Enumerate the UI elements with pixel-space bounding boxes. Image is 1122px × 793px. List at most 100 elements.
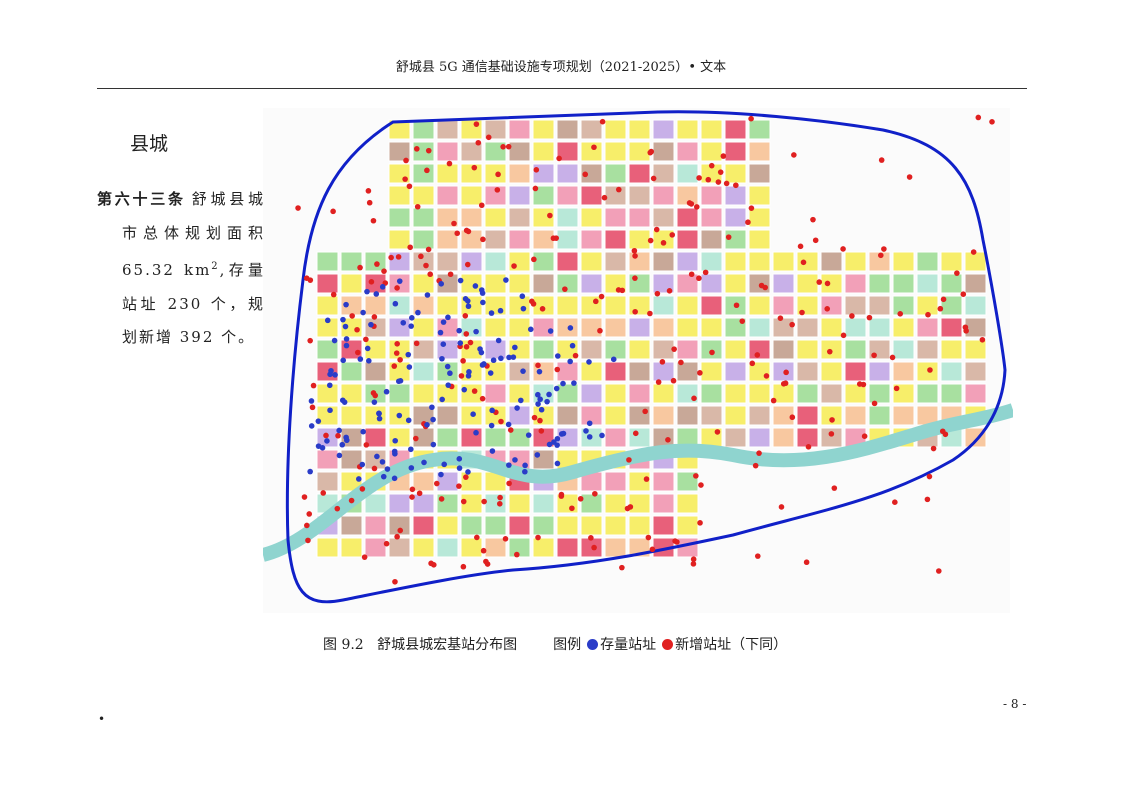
- existing-station-dot: [473, 328, 479, 335]
- existing-station-dot: [554, 442, 560, 448]
- new-station-dot: [413, 146, 420, 152]
- land-block: [508, 537, 531, 558]
- land-block: [364, 405, 387, 426]
- land-block: [748, 229, 771, 250]
- land-block: [604, 493, 627, 514]
- land-block: [508, 163, 531, 184]
- new-station-dot: [569, 505, 575, 512]
- new-station-dot: [475, 139, 482, 146]
- new-station-dot: [412, 435, 419, 442]
- land-block: [652, 119, 675, 140]
- new-station-dot: [498, 418, 504, 425]
- existing-station-dot: [342, 323, 349, 330]
- new-station-dot: [599, 118, 606, 125]
- land-block: [748, 383, 771, 404]
- existing-station-dot: [336, 427, 342, 434]
- land-block: [844, 317, 867, 338]
- new-station-dot: [307, 337, 313, 344]
- land-block: [700, 273, 723, 294]
- land-block: [580, 207, 603, 228]
- new-station-dot: [688, 201, 695, 207]
- existing-station-dot: [447, 370, 453, 377]
- existing-station-dot: [477, 346, 483, 352]
- new-station-dot: [531, 256, 537, 263]
- new-station-dot: [831, 485, 838, 491]
- new-station-dot: [871, 352, 877, 359]
- new-station-dot: [467, 339, 474, 346]
- land-block: [772, 251, 795, 272]
- land-block: [340, 537, 363, 558]
- new-station-dot: [531, 414, 538, 421]
- station-dots: [295, 114, 995, 585]
- new-station-dot: [354, 326, 360, 333]
- figure-caption-row: 图 9.2 舒城县城宏基站分布图 图例 存量站址 新增站址（下同）: [323, 634, 787, 654]
- land-block: [460, 471, 483, 492]
- new-station-dot: [478, 202, 485, 209]
- existing-station-dot: [489, 407, 495, 414]
- land-block: [436, 251, 459, 272]
- new-station-dot: [365, 188, 372, 194]
- land-block: [580, 251, 603, 272]
- new-station-dot: [458, 373, 465, 379]
- land-block: [532, 251, 555, 272]
- land-block: [340, 339, 363, 360]
- existing-station-dot: [371, 399, 378, 405]
- existing-station-dot: [522, 468, 528, 475]
- land-block: [580, 317, 603, 338]
- new-station-dot: [556, 155, 562, 162]
- land-block: [580, 339, 603, 360]
- new-station-dot: [485, 134, 492, 141]
- land-block: [772, 273, 795, 294]
- land-block: [724, 163, 747, 184]
- land-block: [964, 361, 987, 382]
- new-station-dot: [878, 157, 885, 163]
- new-station-dot: [484, 561, 491, 567]
- existing-station-dot: [547, 328, 554, 334]
- new-station-dot: [547, 212, 553, 219]
- land-block: [388, 185, 411, 206]
- land-block: [388, 229, 411, 250]
- land-block: [724, 273, 747, 294]
- land-block: [580, 163, 603, 184]
- new-station-dot: [355, 349, 361, 356]
- new-station-dot: [754, 553, 761, 559]
- land-block: [628, 339, 651, 360]
- land-block: [316, 295, 339, 316]
- land-block: [676, 339, 699, 360]
- existing-station-dot: [308, 423, 315, 429]
- existing-station-dot: [538, 406, 545, 413]
- land-block: [652, 141, 675, 162]
- land-block: [580, 185, 603, 206]
- land-block: [748, 427, 771, 448]
- land-block: [748, 119, 771, 140]
- land-block: [364, 427, 387, 448]
- new-station-dot: [310, 382, 317, 389]
- new-station-dot: [306, 511, 313, 517]
- land-block: [916, 317, 939, 338]
- land-block: [604, 251, 627, 272]
- land-block: [724, 119, 747, 140]
- existing-station-dot: [392, 450, 398, 457]
- land-block: [604, 295, 627, 316]
- existing-station-dot: [456, 456, 463, 462]
- land-block: [628, 493, 651, 514]
- land-block: [916, 273, 939, 294]
- new-station-dot: [778, 504, 785, 510]
- existing-station-dot: [326, 382, 333, 389]
- new-station-dot: [714, 429, 721, 435]
- new-station-dot: [649, 546, 656, 553]
- new-station-dot: [537, 417, 543, 424]
- existing-station-dot: [373, 291, 380, 297]
- land-block: [628, 317, 651, 338]
- new-station-dot: [650, 175, 657, 182]
- new-station-dot: [591, 144, 597, 151]
- existing-station-dot: [537, 396, 543, 403]
- existing-station-dot: [439, 396, 445, 403]
- existing-station-dot: [519, 293, 526, 300]
- land-block: [628, 119, 651, 140]
- new-station-dot: [359, 486, 366, 492]
- new-station-dot: [514, 551, 520, 558]
- land-block: [508, 361, 531, 382]
- new-station-dot: [601, 194, 608, 201]
- existing-station-dot: [534, 452, 541, 458]
